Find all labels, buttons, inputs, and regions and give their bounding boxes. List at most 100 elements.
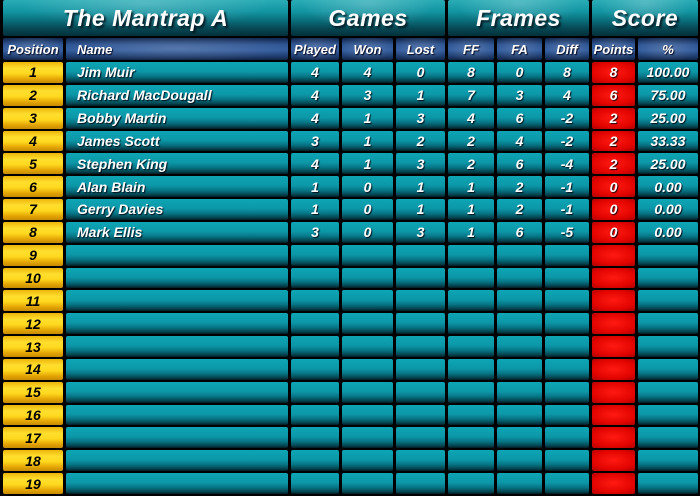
table-row: 8 Mark Ellis 3 0 3 1 6 -5 0 0.00 xyxy=(3,221,698,243)
table-row: 7 Gerry Davies 1 0 1 1 2 -1 0 0.00 xyxy=(3,199,698,220)
won-cell xyxy=(342,358,393,380)
frames-for-cell xyxy=(448,404,494,426)
table-row: 11 xyxy=(3,290,698,312)
position-cell: 14 xyxy=(3,358,63,380)
name-cell: James Scott xyxy=(66,130,288,152)
played-cell: 4 xyxy=(291,62,339,83)
position-cell: 19 xyxy=(3,473,63,494)
won-cell xyxy=(342,381,393,403)
points-cell xyxy=(592,244,635,266)
table-row: 9 xyxy=(3,244,698,266)
won-cell: 3 xyxy=(342,84,393,106)
frames-against-cell: 3 xyxy=(497,84,542,106)
name-cell xyxy=(66,358,288,380)
frames-for-cell xyxy=(448,267,494,289)
name-cell xyxy=(66,473,288,494)
position-cell: 7 xyxy=(3,199,63,220)
percentage-cell: 75.00 xyxy=(638,84,698,106)
table-row: 10 xyxy=(3,267,698,289)
position-cell: 8 xyxy=(3,221,63,243)
name-cell xyxy=(66,244,288,266)
lost-cell xyxy=(396,313,445,335)
points-cell: 8 xyxy=(592,62,635,83)
diff-cell xyxy=(545,381,589,403)
frames-against-cell: 4 xyxy=(497,130,542,152)
diff-cell xyxy=(545,244,589,266)
position-cell: 12 xyxy=(3,313,63,335)
position-cell: 18 xyxy=(3,450,63,472)
played-cell xyxy=(291,244,339,266)
name-cell: Mark Ellis xyxy=(66,221,288,243)
name-cell: Gerry Davies xyxy=(66,199,288,220)
lost-cell: 3 xyxy=(396,153,445,175)
points-cell xyxy=(592,473,635,494)
points-cell: 2 xyxy=(592,107,635,129)
won-cell xyxy=(342,450,393,472)
points-cell xyxy=(592,381,635,403)
name-cell xyxy=(66,267,288,289)
played-cell xyxy=(291,381,339,403)
frames-for-cell: 2 xyxy=(448,130,494,152)
frames-for-cell: 8 xyxy=(448,62,494,83)
position-cell: 17 xyxy=(3,427,63,449)
frames-against-cell: 6 xyxy=(497,153,542,175)
col-header-name: Name xyxy=(66,38,288,60)
frames-against-cell xyxy=(497,404,542,426)
table-row: 5 Stephen King 4 1 3 2 6 -4 2 25.00 xyxy=(3,153,698,175)
name-cell xyxy=(66,290,288,312)
table-row: 16 xyxy=(3,404,698,426)
lost-cell xyxy=(396,358,445,380)
lost-cell: 1 xyxy=(396,84,445,106)
points-cell xyxy=(592,267,635,289)
played-cell: 3 xyxy=(291,221,339,243)
name-cell xyxy=(66,427,288,449)
played-cell xyxy=(291,450,339,472)
name-cell: Richard MacDougall xyxy=(66,84,288,106)
table-row: 15 xyxy=(3,381,698,403)
frames-for-cell: 1 xyxy=(448,176,494,198)
score-group-header: Score xyxy=(592,0,698,36)
diff-cell xyxy=(545,358,589,380)
lost-cell xyxy=(396,381,445,403)
position-cell: 6 xyxy=(3,176,63,198)
played-cell: 4 xyxy=(291,84,339,106)
diff-cell xyxy=(545,313,589,335)
frames-against-cell: 6 xyxy=(497,107,542,129)
name-cell xyxy=(66,404,288,426)
won-cell xyxy=(342,473,393,494)
col-header-points: Points xyxy=(592,38,635,60)
frames-against-cell xyxy=(497,358,542,380)
played-cell xyxy=(291,473,339,494)
points-cell: 6 xyxy=(592,84,635,106)
name-cell: Jim Muir xyxy=(66,62,288,83)
percentage-cell xyxy=(638,290,698,312)
frames-for-cell xyxy=(448,313,494,335)
table-row: 1 Jim Muir 4 4 0 8 0 8 8 100.00 xyxy=(3,62,698,83)
frames-for-cell: 4 xyxy=(448,107,494,129)
lost-cell xyxy=(396,473,445,494)
lost-cell: 3 xyxy=(396,107,445,129)
table-row: 3 Bobby Martin 4 1 3 4 6 -2 2 25.00 xyxy=(3,107,698,129)
lost-cell: 1 xyxy=(396,176,445,198)
played-cell xyxy=(291,427,339,449)
points-cell: 0 xyxy=(592,199,635,220)
won-cell: 1 xyxy=(342,107,393,129)
percentage-cell: 0.00 xyxy=(638,176,698,198)
position-cell: 16 xyxy=(3,404,63,426)
frames-for-cell xyxy=(448,336,494,357)
points-cell xyxy=(592,313,635,335)
percentage-cell xyxy=(638,267,698,289)
frames-against-cell xyxy=(497,473,542,494)
frames-for-cell xyxy=(448,358,494,380)
won-cell xyxy=(342,427,393,449)
percentage-cell xyxy=(638,427,698,449)
points-cell xyxy=(592,450,635,472)
points-cell: 0 xyxy=(592,221,635,243)
frames-against-cell xyxy=(497,427,542,449)
frames-against-cell: 2 xyxy=(497,199,542,220)
table-row: 19 xyxy=(3,473,698,494)
table-body: 1 Jim Muir 4 4 0 8 0 8 8 100.00 2 Richar… xyxy=(3,62,698,494)
percentage-cell: 100.00 xyxy=(638,62,698,83)
col-header-pct: % xyxy=(638,38,698,60)
